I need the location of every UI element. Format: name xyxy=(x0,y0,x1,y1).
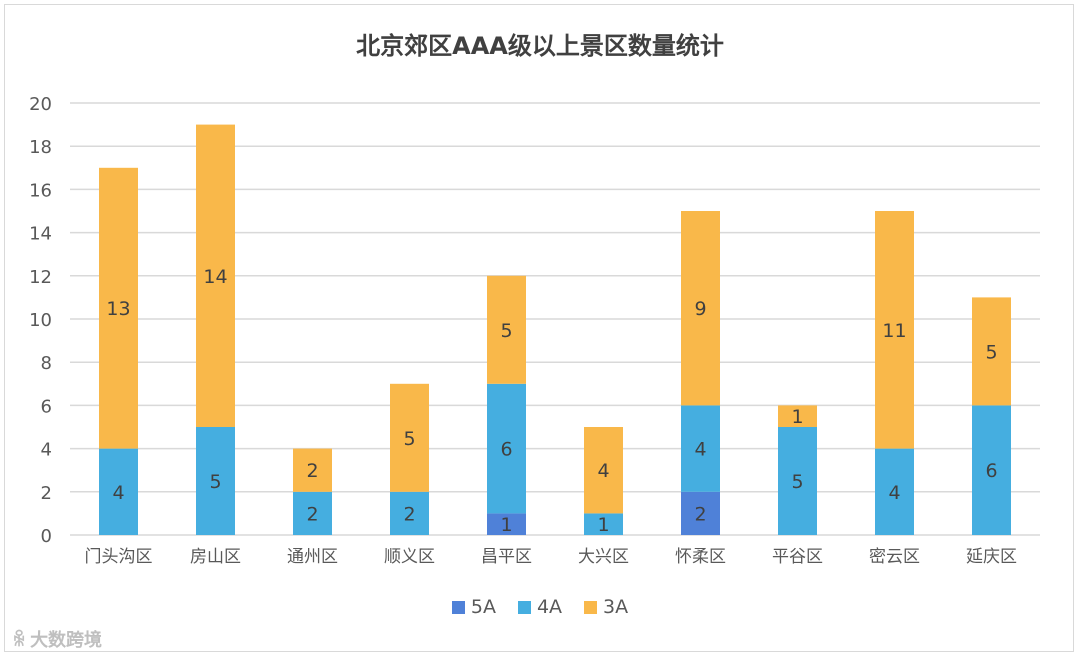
bar-segment-3A xyxy=(390,383,429,492)
bar-segment-4A xyxy=(293,491,332,535)
bar-segment-5A xyxy=(681,491,720,535)
x-category-label: 大兴区 xyxy=(578,547,629,567)
bar-segment-3A xyxy=(99,167,138,449)
data-label: 5 xyxy=(403,428,415,450)
legend-label: 5A xyxy=(470,596,496,618)
y-tick-label: 14 xyxy=(29,224,52,245)
legend-swatch xyxy=(584,600,598,614)
data-label: 6 xyxy=(985,460,997,482)
data-label: 4 xyxy=(888,482,900,504)
legend-item: 3A xyxy=(584,596,628,618)
data-label: 5 xyxy=(209,471,221,493)
bar-segment-3A xyxy=(487,275,526,384)
data-label: 1 xyxy=(597,514,609,536)
y-tick-label: 6 xyxy=(41,396,52,417)
x-category-label: 密云区 xyxy=(869,547,920,567)
data-label: 5 xyxy=(791,471,803,493)
bar-segment-4A xyxy=(681,405,720,492)
y-tick-label: 18 xyxy=(29,137,52,158)
bar-segment-3A xyxy=(778,405,817,427)
data-label: 2 xyxy=(403,503,415,525)
y-tick-label: 8 xyxy=(41,353,52,374)
bar-segment-3A xyxy=(196,124,235,427)
data-label: 4 xyxy=(597,460,609,482)
bar-segment-3A xyxy=(293,448,332,492)
data-label: 6 xyxy=(500,439,512,461)
bar-segment-3A xyxy=(681,211,720,406)
bar-segment-4A xyxy=(972,405,1011,535)
data-label: 4 xyxy=(112,482,124,504)
x-category-label: 延庆区 xyxy=(966,547,1017,567)
data-label: 11 xyxy=(882,320,906,342)
bar-segment-3A xyxy=(972,297,1011,406)
data-label: 4 xyxy=(694,439,706,461)
legend-label: 3A xyxy=(603,596,629,618)
data-label: 9 xyxy=(694,298,706,320)
data-label: 5 xyxy=(500,320,512,342)
bar-segment-4A xyxy=(487,383,526,514)
legend-item: 4A xyxy=(517,596,563,618)
y-tick-label: 16 xyxy=(29,180,52,201)
x-category-label: 平谷区 xyxy=(772,547,823,567)
data-label: 1 xyxy=(791,406,803,428)
x-category-label: 怀柔区 xyxy=(675,547,726,567)
y-tick-label: 0 xyxy=(41,526,52,547)
x-category-label: 顺义区 xyxy=(384,547,435,567)
data-label: 14 xyxy=(203,266,227,288)
y-axis-ticks: 0 2 4 6 8 10 12 14 16 18 20 xyxy=(29,94,52,547)
bar-segment-5A xyxy=(487,513,526,535)
legend-item: 5A xyxy=(451,596,496,618)
y-tick-label: 2 xyxy=(41,483,52,504)
data-label: 2 xyxy=(306,460,318,482)
data-label: 1 xyxy=(500,514,512,536)
bar-segment-4A xyxy=(99,448,138,535)
y-tick-label: 10 xyxy=(29,310,52,331)
data-label: 2 xyxy=(306,503,318,525)
legend-label: 4A xyxy=(536,596,563,618)
legend: 5A 4A 3A xyxy=(0,596,1080,618)
bar-segment-4A xyxy=(196,427,235,535)
legend-swatch xyxy=(451,600,465,614)
x-category-label: 昌平区 xyxy=(481,547,532,567)
bar-segment-3A xyxy=(584,427,623,514)
y-tick-label: 12 xyxy=(29,267,52,288)
bar-segment-3A xyxy=(875,211,914,449)
bar-segment-4A xyxy=(875,448,914,535)
data-label: 5 xyxy=(985,341,997,363)
bar-segment-4A xyxy=(778,427,817,535)
x-category-label: 房山区 xyxy=(190,547,241,567)
x-category-label: 通州区 xyxy=(287,547,338,567)
weibo-icon: ꆜ xyxy=(12,629,27,651)
chart-title: 北京郊区AAA级以上景区数量统计 xyxy=(356,32,724,60)
data-label: 13 xyxy=(106,298,130,320)
bar-segment-4A xyxy=(584,513,623,535)
x-axis-categories: 门头沟区 房山区 通州区 顺义区 昌平区 大兴区 怀柔区 平谷区 密云区 延庆区 xyxy=(85,547,1018,567)
data-label: 2 xyxy=(694,503,706,525)
y-tick-label: 4 xyxy=(41,440,52,461)
y-tick-label: 20 xyxy=(29,94,52,115)
bar-segment-4A xyxy=(390,491,429,535)
watermark-text: 大数跨境 xyxy=(30,630,103,651)
watermark-logo: ꆜ 大数跨境 xyxy=(12,626,102,652)
x-category-label: 门头沟区 xyxy=(85,547,153,567)
legend-swatch xyxy=(517,600,531,614)
